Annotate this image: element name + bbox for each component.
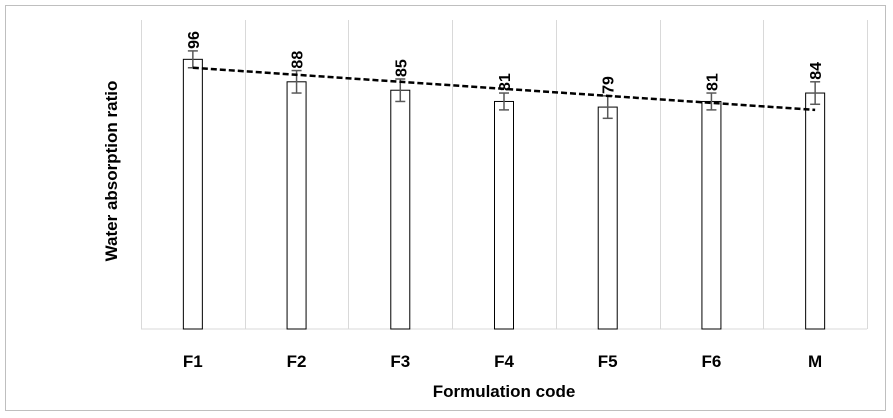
x-tick-label-f1: F1	[183, 352, 203, 371]
x-tick-label-f4: F4	[494, 352, 514, 371]
x-tick-label-m: M	[808, 352, 822, 371]
data-label-f4: 81	[497, 73, 514, 91]
x-tick-label-f5: F5	[598, 352, 618, 371]
data-label-f1: 96	[186, 31, 203, 49]
bar-f4	[494, 100, 514, 330]
trendline	[192, 66, 816, 112]
chart-frame	[5, 5, 886, 411]
data-label-f2: 88	[290, 51, 307, 69]
bar-f3	[390, 89, 411, 330]
x-tick-labels: F1 F2 F3 F4 F5 F6 M	[183, 352, 822, 371]
bar-f2	[286, 81, 307, 330]
bar-m	[805, 92, 826, 330]
x-tick-label-f2: F2	[287, 352, 307, 371]
y-axis-label: Water absorption ratio	[102, 81, 121, 262]
x-axis-label: Formulation code	[433, 382, 576, 401]
data-label-f3: 85	[393, 59, 410, 77]
error-bar-f6	[706, 92, 717, 111]
error-bar-m	[810, 81, 821, 106]
bar-f1	[182, 58, 203, 330]
bar-f5	[597, 106, 618, 330]
data-label-m: 84	[808, 62, 825, 80]
data-label-f6: 81	[704, 73, 721, 91]
bar-series	[182, 58, 826, 330]
gridlines	[141, 20, 868, 329]
error-bars	[187, 50, 821, 120]
data-label-f5: 79	[601, 76, 618, 94]
bar-f6	[701, 100, 722, 330]
data-labels: 96 88 85 81 79 81 84	[186, 31, 825, 94]
error-bar-f4	[499, 92, 509, 111]
x-tick-label-f6: F6	[702, 352, 722, 371]
x-tick-label-f3: F3	[390, 352, 410, 371]
